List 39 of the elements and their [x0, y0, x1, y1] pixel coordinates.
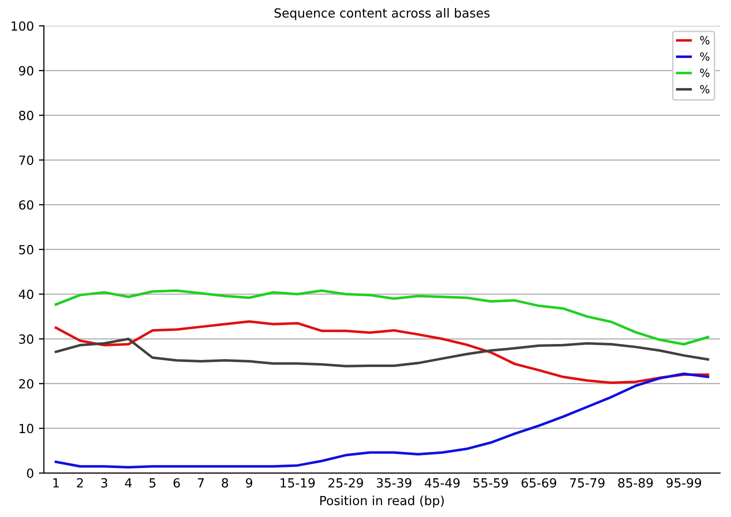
- x-tick-label: 4: [125, 478, 132, 488]
- legend-label: %: [700, 68, 710, 78]
- y-tick-label: 70: [19, 155, 34, 165]
- x-tick-label: 7: [198, 478, 204, 488]
- y-tick-label: 90: [19, 66, 34, 76]
- x-tick-label: 55-59: [473, 478, 508, 488]
- x-tick-label: 95-99: [666, 478, 702, 488]
- y-tick-label: 60: [19, 200, 34, 210]
- x-axis-title: Position in read (bp): [320, 496, 444, 508]
- x-tick-label: 2: [77, 478, 83, 488]
- y-tick-label: 100: [12, 21, 34, 31]
- y-tick-label: 10: [20, 424, 34, 434]
- line-series: [54, 320, 710, 384]
- x-tick-label: 85-89: [618, 478, 653, 488]
- x-tick-label: 3: [101, 478, 108, 488]
- x-tick-label: 9: [246, 478, 252, 488]
- x-tick-label: 15-19: [280, 478, 315, 488]
- line-series: [54, 289, 710, 346]
- y-tick-label: 0: [27, 468, 34, 478]
- legend-label: %: [700, 36, 710, 44]
- x-tick-label: 35-39: [376, 478, 412, 488]
- x-tick-label: 65-69: [522, 478, 556, 488]
- line-series: [54, 372, 710, 468]
- x-tick-label: 25-29: [328, 478, 364, 488]
- y-tick-label: 20: [19, 379, 34, 389]
- chart-title: Sequence content across all bases: [274, 8, 490, 20]
- x-tick-label: 75-79: [570, 478, 604, 488]
- legend-label: %: [700, 84, 710, 94]
- line-series: [54, 338, 710, 368]
- x-tick-label: 8: [222, 478, 228, 488]
- x-tick-label: 45-49: [424, 478, 460, 488]
- y-tick-label: 50: [19, 244, 34, 254]
- y-tick-label: 40: [18, 290, 34, 300]
- y-tick-label: 80: [19, 110, 34, 120]
- x-tick-label: 5: [150, 478, 156, 488]
- x-tick-label: 1: [53, 478, 59, 488]
- y-tick-label: 30: [19, 334, 34, 344]
- legend-label: %: [700, 52, 710, 61]
- x-tick-label: 6: [174, 478, 180, 488]
